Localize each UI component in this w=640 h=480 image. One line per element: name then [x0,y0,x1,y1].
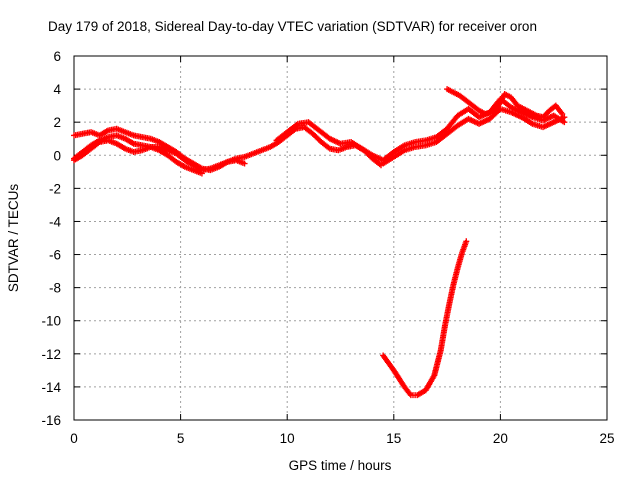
axis-ticks: 0 5 10 15 20 25 -16 -14 -12 -10 -8 -6 -4 -2 0 2 4 6 [41,49,614,446]
y-tick-label: 0 [53,148,61,163]
x-tick-label: 5 [177,431,185,446]
y-tick-label: -8 [49,281,61,296]
y-tick-label: -10 [41,314,61,329]
x-tick-label: 20 [493,431,508,446]
y-tick-label: -2 [49,181,61,196]
y-tick-label: 4 [53,82,61,97]
y-tick-label: -14 [41,380,61,395]
series-arc-e [380,105,568,167]
data-point [561,114,568,121]
y-axis-label: SDTVAR / TECUs [6,184,21,293]
y-tick-label: -6 [49,248,61,263]
data-point [241,160,248,167]
x-tick-label: 25 [599,431,614,446]
x-tick-label: 15 [386,431,401,446]
series-arc-f [444,86,566,121]
grid-lines [74,56,607,420]
data-points [71,86,568,399]
data-point [559,110,566,117]
y-tick-label: 2 [53,115,61,130]
data-point [463,238,470,245]
y-tick-label: -12 [41,347,61,362]
series-arc-b [71,125,248,174]
series-arc-g [380,238,470,399]
x-axis-label: GPS time / hours [289,458,392,473]
x-tick-label: 10 [280,431,295,446]
data-point [198,170,205,177]
x-tick-label: 0 [70,431,78,446]
chart-title: Day 179 of 2018, Sidereal Day-to-day VTE… [48,19,537,34]
y-tick-label: -4 [49,214,61,229]
y-tick-label: 6 [53,49,61,64]
plot-frame [73,55,608,421]
y-tick-label: -16 [41,413,61,428]
series-arc-c [71,137,205,177]
